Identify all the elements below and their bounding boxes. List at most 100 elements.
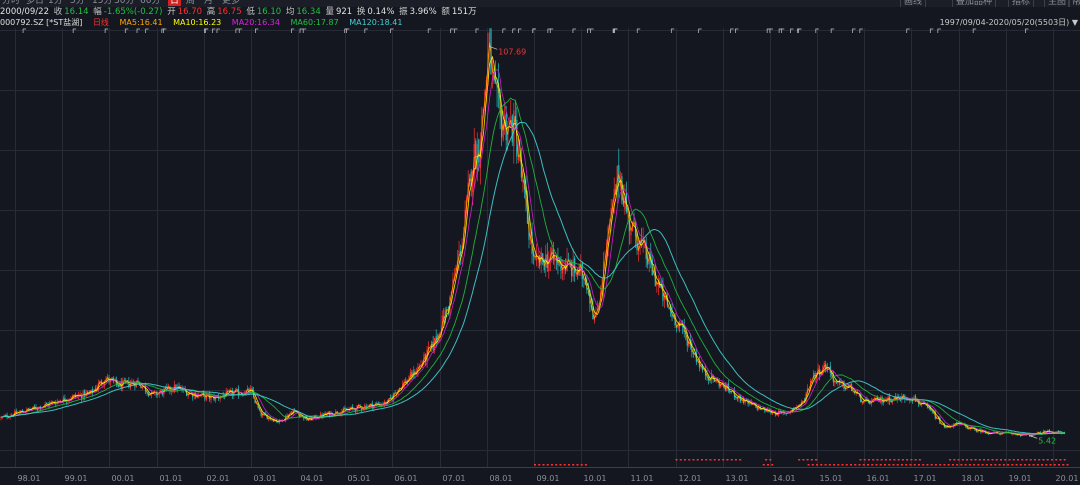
- event-flag-icon: [613, 28, 617, 33]
- event-flag-icon: [161, 28, 165, 33]
- candle-body: [987, 433, 990, 435]
- ma10-legend: MA10:16.23: [173, 18, 222, 27]
- signal-marker: [713, 459, 716, 461]
- candlestick-chart[interactable]: 98.01 99.01 00.01 01.01 02.01 03.01 04.01 05.01…: [0, 28, 1080, 485]
- signal-marker: [1033, 459, 1036, 461]
- signal-marker: [767, 464, 770, 466]
- candle-body: [545, 254, 547, 268]
- event-flag-icon: [136, 28, 141, 33]
- signal-marker: [1015, 464, 1018, 466]
- signal-marker: [867, 464, 870, 466]
- x-tick-label: 08.01: [490, 474, 513, 483]
- signal-marker: [1011, 464, 1014, 466]
- x-tick-label: 04.01: [301, 474, 324, 483]
- period-tab[interactable]: 周: [186, 0, 196, 6]
- signal-marker: [726, 459, 729, 461]
- signal-marker: [888, 464, 891, 466]
- amplitude-value: 3.96%: [409, 7, 437, 17]
- event-flag-icon: [590, 28, 594, 33]
- period-tab[interactable]: 30分: [114, 0, 135, 6]
- signal-marker: [828, 464, 831, 466]
- candle-body: [630, 230, 632, 236]
- date-range[interactable]: 1997/09/04-2020/05/20(5503日) ▼: [940, 17, 1078, 28]
- candle-body: [669, 306, 672, 312]
- signal-marker: [960, 464, 963, 466]
- signal-marker: [538, 464, 541, 466]
- signal-marker: [1036, 464, 1039, 466]
- event-flag-icon: [238, 28, 243, 33]
- candle-body: [437, 333, 439, 344]
- candle-body: [618, 165, 620, 183]
- open-value: 16.70: [177, 7, 203, 17]
- candle-body: [475, 140, 477, 170]
- toolbar-button[interactable]: 画线: [900, 0, 927, 7]
- candle-body: [548, 259, 550, 272]
- avg-label: 均: [285, 7, 295, 17]
- signal-marker: [584, 464, 587, 466]
- period-tab[interactable]: 5分: [70, 0, 85, 6]
- signal-marker: [917, 464, 920, 466]
- candle-body: [812, 372, 815, 380]
- max-marker-line: [489, 46, 498, 50]
- signal-marker: [1046, 459, 1049, 461]
- period-tab[interactable]: 60分: [140, 0, 161, 6]
- signal-marker: [1002, 464, 1005, 466]
- event-flag-icon: [512, 28, 516, 33]
- candle-body: [189, 392, 191, 395]
- event-flag-icon: [364, 28, 368, 33]
- candle-body: [577, 270, 579, 275]
- signal-marker: [1050, 459, 1053, 461]
- toolbar-button[interactable]: 叠加品种: [952, 0, 997, 7]
- candle-body: [828, 367, 830, 369]
- signal-marker: [994, 464, 997, 466]
- period-tab[interactable]: 日: [168, 0, 182, 6]
- period-tab[interactable]: 月: [204, 0, 214, 6]
- signal-marker: [824, 464, 827, 466]
- x-tick-label: 02.01: [207, 474, 230, 483]
- ma20-legend: MA20:16.34: [231, 18, 280, 27]
- signal-marker: [739, 459, 742, 461]
- period-tab[interactable]: 1分: [48, 0, 63, 6]
- event-flag-icon: [204, 28, 208, 33]
- candle-body: [574, 258, 576, 273]
- signal-marker: [947, 464, 950, 466]
- candle-body: [470, 171, 472, 188]
- event-flag-icon: [104, 28, 109, 33]
- period-tab[interactable]: 分时: [2, 0, 21, 6]
- ma120-line: [0, 121, 1065, 435]
- low-label: 低: [246, 7, 255, 17]
- signal-marker: [863, 459, 866, 461]
- signal-marker: [1045, 464, 1048, 466]
- candle-body: [339, 413, 341, 415]
- signal-marker: [534, 464, 536, 466]
- toolbar-button[interactable]: 帮助: [1068, 0, 1080, 7]
- signal-marker: [1058, 464, 1061, 466]
- candle-body: [494, 76, 497, 83]
- period-tab[interactable]: 15分: [92, 0, 113, 6]
- signal-marker: [879, 464, 882, 466]
- event-flag-icon: [145, 28, 149, 33]
- signal-marker: [1063, 459, 1066, 461]
- event-flag-icon: [475, 28, 479, 33]
- dropdown-icon[interactable]: ▼: [1071, 18, 1078, 27]
- signal-marker: [926, 464, 929, 466]
- period-tab[interactable]: 多日: [26, 0, 45, 6]
- signal-marker: [858, 464, 861, 466]
- ma60-line: [0, 97, 1065, 435]
- signal-marker: [880, 459, 883, 461]
- signal-marker: [567, 464, 570, 466]
- candle-body: [557, 257, 559, 266]
- candle-body: [537, 257, 539, 259]
- x-tick-label: 10.01: [584, 474, 607, 483]
- signal-marker: [939, 464, 942, 466]
- toolbar-button[interactable]: 指标: [1008, 0, 1035, 7]
- event-flag-icon: [302, 28, 307, 33]
- period-tab[interactable]: 更多: [222, 0, 241, 6]
- toolbar-button[interactable]: 主图: [1044, 0, 1071, 7]
- signal-marker: [957, 459, 960, 461]
- event-flag-icon: [211, 28, 216, 33]
- event-flag-icon: [124, 28, 129, 33]
- signal-marker: [802, 459, 805, 461]
- event-flag-icon: [390, 28, 394, 33]
- signal-marker: [1066, 464, 1069, 466]
